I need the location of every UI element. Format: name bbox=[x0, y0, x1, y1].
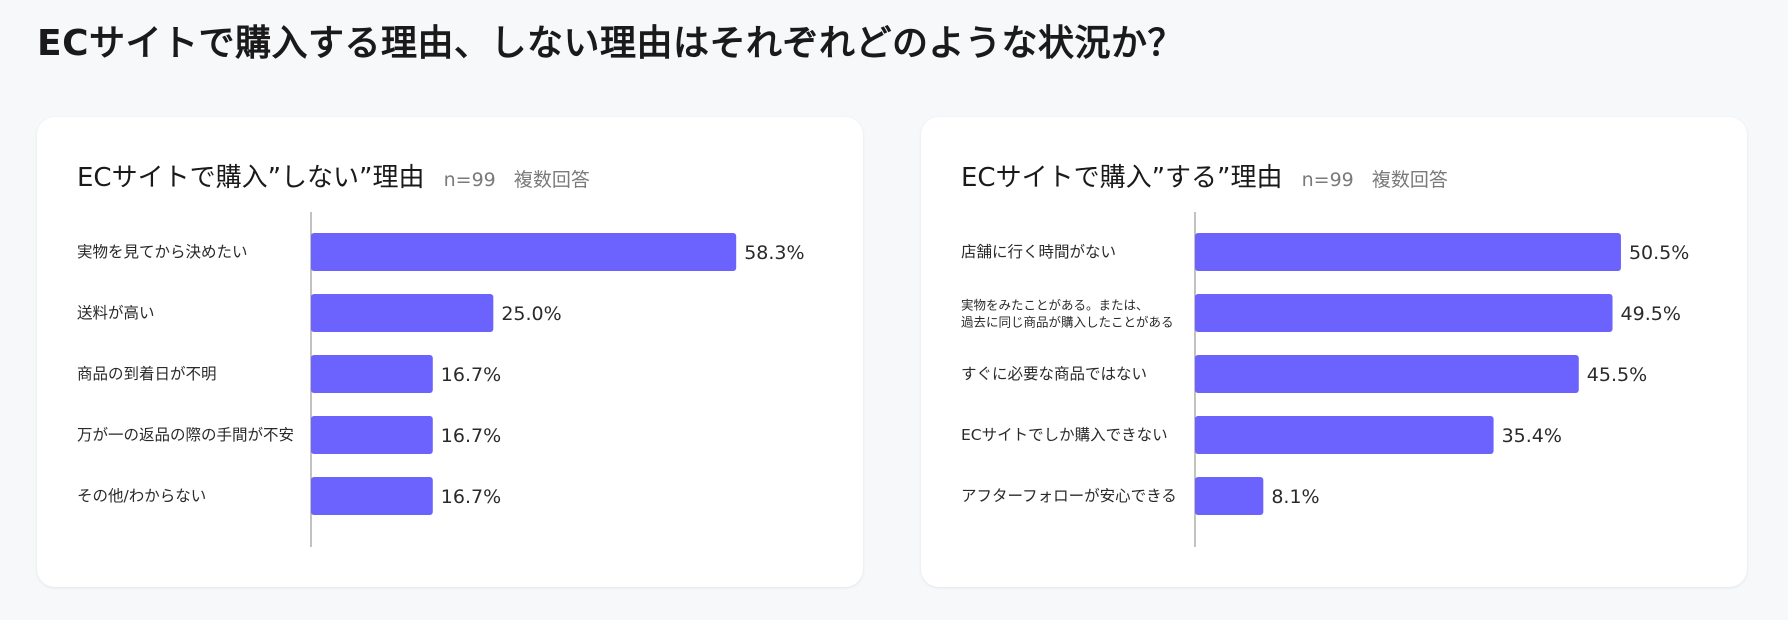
page-title: ECサイトで購入する理由、しない理由はそれぞれどのような状況か？ bbox=[37, 23, 1185, 64]
value-label: 35.4% bbox=[1502, 425, 1562, 447]
card-meta: n=99 複数回答 bbox=[444, 169, 590, 191]
category-label: ECサイトでしか購入できない bbox=[961, 426, 1168, 444]
bar bbox=[1195, 355, 1579, 393]
value-label: 25.0% bbox=[501, 303, 561, 325]
card-header: ECサイトで購入”しない”理由 n=99 複数回答 bbox=[77, 157, 590, 194]
category-label: すぐに必要な商品ではない bbox=[961, 365, 1147, 383]
bar bbox=[311, 355, 433, 393]
bar-chart-svg: 実物を見てから決めたい 58.3% 送料が高い 25.0% 商品の到着日が不明 16.7%… bbox=[77, 212, 805, 547]
bar bbox=[1195, 233, 1621, 271]
category-label: その他/わからない bbox=[77, 487, 206, 505]
sample-size: n=99 bbox=[1301, 169, 1354, 191]
card-title: ECサイトで購入”しない”理由 bbox=[77, 163, 425, 193]
category-label: 送料が高い bbox=[77, 304, 155, 322]
value-label: 8.1% bbox=[1271, 486, 1319, 508]
chart-card-not-buying-reasons: ECサイトで購入”しない”理由 n=99 複数回答 実物を見てから決めたい 58.… bbox=[37, 117, 863, 587]
bar bbox=[311, 477, 433, 515]
category-label: 実物を見てから決めたい bbox=[77, 243, 248, 261]
value-label: 16.7% bbox=[441, 425, 501, 447]
category-label: アフターフォローが安心できる bbox=[961, 487, 1177, 505]
card-header: ECサイトで購入”する”理由 n=99 複数回答 bbox=[961, 157, 1448, 194]
question-type: 複数回答 bbox=[513, 169, 590, 191]
bar bbox=[311, 294, 494, 332]
bar-chart-svg: 店舗に行く時間がない 50.5% 実物をみたことがある。または、過去に同じ商品が購入… bbox=[961, 212, 1689, 547]
category-label: 店舗に行く時間がない bbox=[961, 243, 1116, 261]
bar bbox=[311, 416, 433, 454]
card-title: ECサイトで購入”する”理由 bbox=[961, 163, 1283, 193]
bar bbox=[1195, 294, 1613, 332]
value-label: 49.5% bbox=[1621, 303, 1681, 325]
value-label: 45.5% bbox=[1587, 364, 1647, 386]
category-label: 実物をみたことがある。または、過去に同じ商品が購入したことがある bbox=[961, 298, 1174, 330]
card-meta: n=99 複数回答 bbox=[1302, 169, 1448, 191]
value-label: 16.7% bbox=[441, 364, 501, 386]
value-label: 16.7% bbox=[441, 486, 501, 508]
chart-card-buying-reasons: ECサイトで購入”する”理由 n=99 複数回答 店舗に行く時間がない 50.5%… bbox=[921, 117, 1747, 587]
bar bbox=[1195, 416, 1494, 454]
value-label: 58.3% bbox=[744, 242, 804, 264]
sample-size: n=99 bbox=[443, 169, 496, 191]
bar-chart: 実物を見てから決めたい 58.3% 送料が高い 25.0% 商品の到着日が不明 16.7%… bbox=[37, 212, 863, 552]
bar-chart: 店舗に行く時間がない 50.5% 実物をみたことがある。または、過去に同じ商品が購入… bbox=[921, 212, 1747, 552]
category-label: 万が一の返品の際の手間が不安 bbox=[77, 426, 294, 444]
bar bbox=[1195, 477, 1264, 515]
category-label: 商品の到着日が不明 bbox=[77, 365, 217, 383]
bar bbox=[311, 233, 737, 271]
question-type: 複数回答 bbox=[1371, 169, 1448, 191]
value-label: 50.5% bbox=[1629, 242, 1689, 264]
